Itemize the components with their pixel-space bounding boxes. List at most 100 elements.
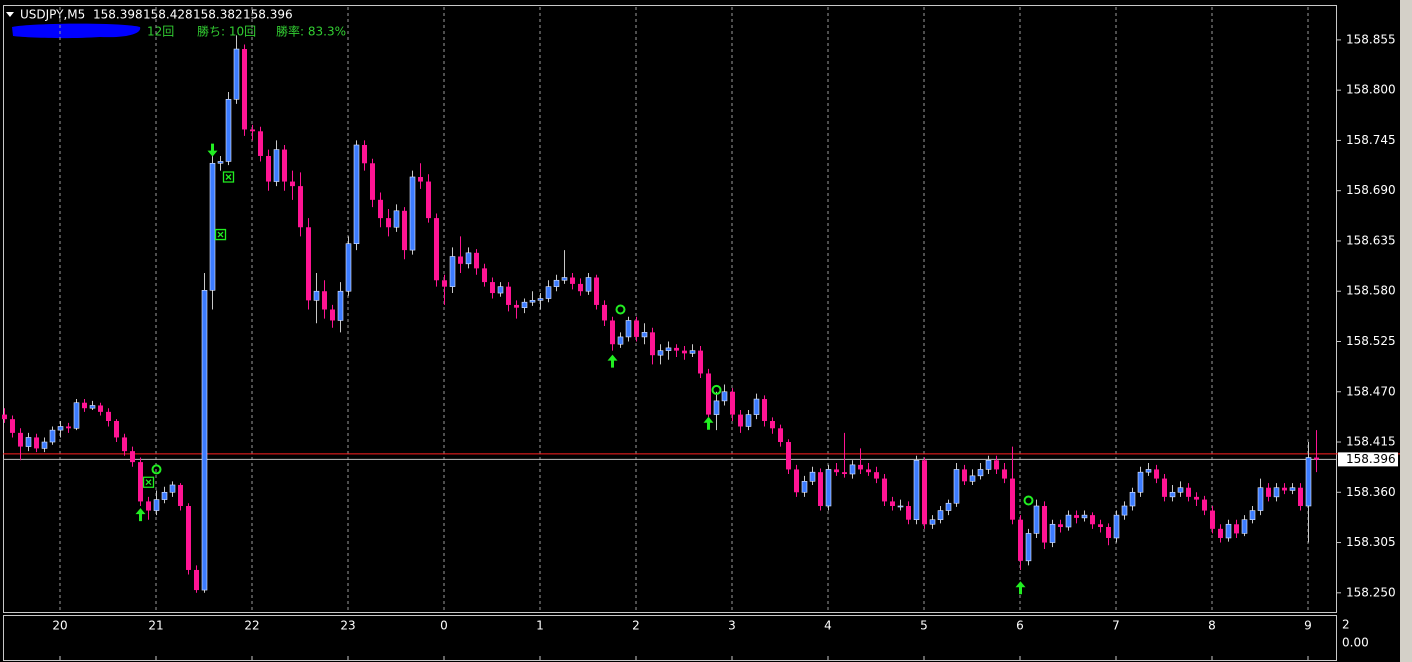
signal-circle [1023, 495, 1034, 506]
candle-body [849, 464, 856, 475]
candle-body [858, 464, 863, 470]
y-tick-label: 158.305 [1346, 535, 1396, 549]
candle-body [57, 426, 64, 431]
candle-body [706, 373, 711, 415]
candle-body [1241, 519, 1248, 534]
candle-body [969, 475, 976, 482]
signal-circle [711, 384, 722, 395]
candle-body [201, 290, 208, 591]
candle-body [169, 484, 176, 493]
candle-body [362, 144, 367, 164]
candle-body [786, 442, 791, 470]
candle-body [1186, 487, 1191, 497]
candle-body [1162, 478, 1167, 497]
candle-body [657, 350, 664, 356]
candle-body [545, 286, 552, 299]
candle-body [689, 350, 696, 354]
y-tick-label: 158.360 [1346, 485, 1396, 499]
candle-body [114, 420, 119, 438]
y-tick-label: 158.855 [1346, 32, 1396, 46]
candle-body [1074, 515, 1079, 518]
candle-body [578, 283, 583, 292]
candle-body [794, 469, 799, 493]
candle-body [1145, 469, 1152, 473]
candle-body [625, 320, 632, 338]
candle-body [682, 350, 687, 354]
candle-body [985, 459, 992, 470]
candle-body [89, 405, 96, 409]
candle-body [1314, 457, 1319, 460]
candle-body [721, 391, 728, 402]
candle-body [434, 218, 439, 281]
symbol-title: USDJPY,M5 [20, 8, 85, 22]
candle-body [674, 347, 679, 351]
y-tick-label: 158.250 [1346, 585, 1396, 599]
candle-body [49, 429, 56, 443]
candle-body [1298, 487, 1303, 506]
y-tick-label: 158.635 [1346, 233, 1396, 247]
candle-body [953, 469, 960, 504]
x-tick-label: 0 [440, 619, 448, 633]
candle-body [393, 210, 400, 228]
candle-body [730, 391, 735, 415]
candle-body [82, 402, 87, 409]
candle-body [1202, 499, 1207, 511]
candle-body [106, 411, 111, 421]
candle-body [186, 505, 191, 570]
candle-body [809, 471, 816, 482]
candle-body [1169, 491, 1176, 498]
y-tick-label: 158.580 [1346, 284, 1396, 298]
header-close: 158.396 [243, 8, 293, 22]
candle-body [306, 227, 311, 301]
candle-body [482, 268, 487, 283]
signal-arrow-up [703, 416, 714, 430]
candle-body [842, 472, 847, 475]
x-tick-label: 20 [52, 619, 67, 633]
signal-cross-box [214, 228, 227, 241]
candle-body [945, 502, 952, 511]
signal-cross-box [222, 171, 235, 183]
candle-body [1266, 487, 1271, 497]
x-tick-label: 6 [1016, 619, 1024, 633]
x-tick-label: 4 [824, 619, 832, 633]
candle-body [497, 286, 504, 294]
candle-body [514, 304, 519, 308]
candle-body [242, 49, 247, 130]
sub-y-tick-label: 0.00 [1342, 636, 1369, 650]
candle-body [1289, 487, 1296, 491]
signal-circle [615, 304, 626, 315]
bid-label-box [1338, 452, 1398, 467]
stat-text: 12回 [147, 25, 174, 39]
candle-body [1081, 514, 1088, 519]
candle-body [594, 277, 599, 305]
menu-triangle[interactable] [6, 12, 14, 17]
candle-body [713, 400, 720, 415]
x-tick-label: 5 [920, 619, 928, 633]
candle-body [1113, 514, 1120, 539]
candle-body [537, 298, 544, 301]
candle-body [922, 460, 927, 525]
candle-body [929, 519, 936, 525]
candle-body [937, 510, 944, 520]
candle-body [585, 277, 592, 292]
candle-body [130, 451, 135, 463]
candle-body [617, 336, 624, 345]
candle-body [977, 469, 984, 477]
stat-text: 勝ち: 10回 [197, 24, 256, 39]
candle-body [1049, 523, 1056, 543]
signal-arrow-up [135, 508, 146, 522]
x-tick-label: 21 [148, 619, 163, 633]
candle-body [553, 279, 560, 287]
candle-body [418, 176, 423, 182]
x-tick-label: 22 [244, 619, 259, 633]
candle-body [1042, 505, 1047, 543]
candle-body [801, 481, 808, 493]
candle-body [778, 428, 783, 443]
candle-body [634, 320, 639, 337]
candle-body [1273, 487, 1280, 498]
candle-body [490, 282, 495, 294]
candle-body [178, 484, 183, 506]
